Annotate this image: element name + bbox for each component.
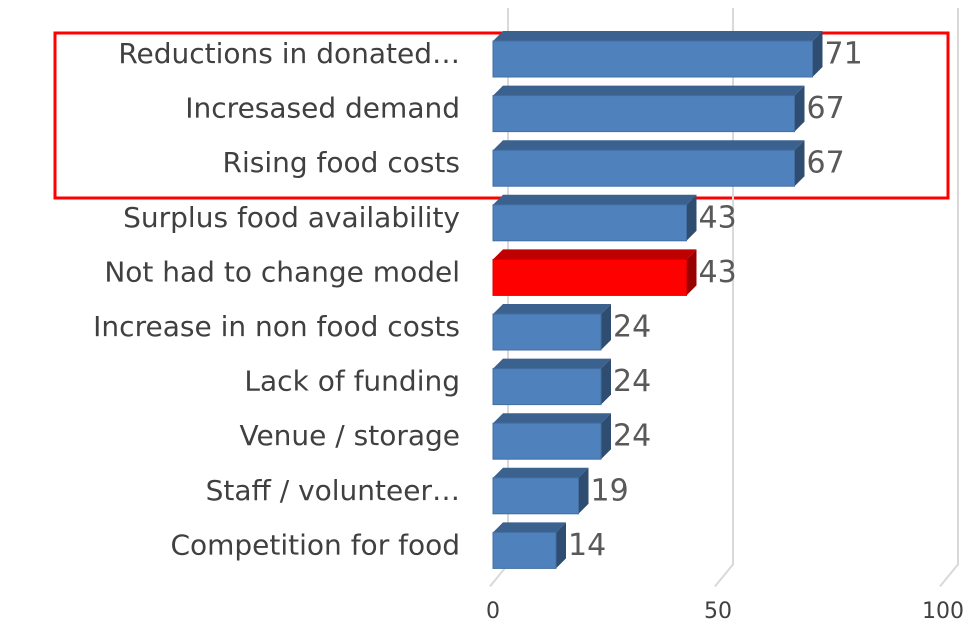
bar-front	[492, 40, 813, 78]
bar-front	[492, 95, 795, 133]
bar-side	[686, 249, 697, 296]
bar-side	[812, 31, 823, 77]
value-label: 24	[613, 310, 651, 345]
value-label: 67	[807, 146, 845, 181]
value-label: 67	[807, 91, 845, 126]
bar-front	[492, 477, 579, 515]
bar-top	[493, 194, 697, 205]
bar	[492, 358, 611, 406]
bar-top	[493, 249, 697, 260]
bar-front	[492, 422, 602, 460]
value-label: 71	[825, 37, 863, 72]
category-label: Surplus food availability	[123, 201, 460, 234]
value-label: 24	[613, 419, 651, 454]
bar	[492, 249, 697, 296]
bar	[492, 31, 823, 78]
bar-top	[493, 31, 823, 41]
category-label: Increase in non food costs	[93, 310, 460, 343]
bar-front	[492, 149, 795, 187]
bar-side	[601, 304, 611, 350]
bar-top	[493, 358, 611, 369]
bar-front	[492, 368, 602, 406]
bar-side	[556, 522, 566, 569]
bar	[492, 85, 805, 133]
category-label: Not had to change model	[104, 255, 460, 288]
bar-front	[492, 531, 557, 569]
bar-top	[493, 522, 566, 533]
bar	[492, 304, 611, 351]
bar-side	[686, 194, 697, 241]
x-tick-label: 0	[486, 599, 500, 624]
bar	[492, 522, 566, 569]
category-label: Competition for food	[170, 528, 460, 561]
bar-top	[493, 413, 611, 424]
category-label: Lack of funding	[244, 365, 460, 398]
grid-line	[939, 8, 959, 588]
bar	[492, 140, 805, 187]
bar	[492, 413, 611, 460]
bar-side	[601, 413, 611, 460]
bar-side	[601, 358, 611, 405]
value-label: 19	[591, 473, 629, 508]
bar-front	[492, 258, 687, 296]
value-label: 43	[699, 255, 737, 290]
bar-top	[493, 85, 805, 96]
value-label: 24	[613, 364, 651, 399]
category-label: Incresased demand	[185, 92, 460, 125]
bar-top	[493, 467, 589, 478]
category-label: Venue / storage	[239, 419, 460, 452]
bar	[492, 467, 589, 515]
x-tick-label: 100	[922, 599, 964, 624]
category-label: Rising food costs	[223, 146, 461, 179]
bar-side	[794, 85, 805, 132]
bar-side	[794, 140, 805, 187]
bar-front	[492, 313, 602, 351]
grid-line	[714, 8, 734, 588]
category-label: Reductions in donated…	[118, 37, 460, 70]
bar-top	[493, 304, 611, 314]
bar-top	[493, 140, 805, 151]
bar-front	[492, 204, 687, 242]
value-label: 43	[699, 200, 737, 235]
bar	[492, 194, 697, 242]
category-label: Staff / volunteer…	[206, 474, 460, 507]
value-label: 14	[568, 528, 606, 563]
x-tick-label: 50	[704, 599, 732, 624]
bar-side	[578, 467, 589, 514]
